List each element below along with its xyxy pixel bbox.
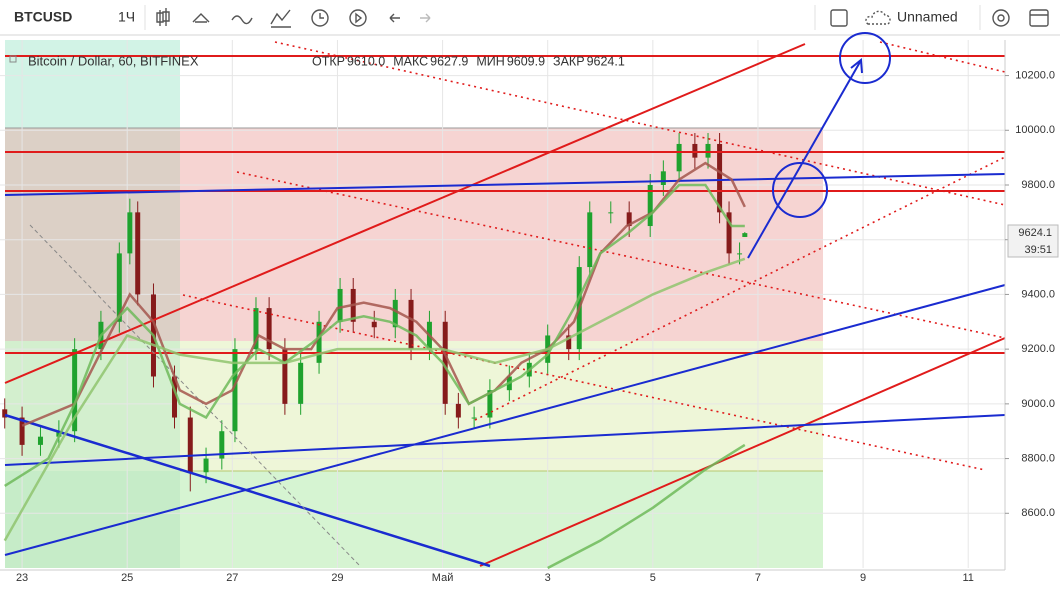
countdown: 39:51 xyxy=(1024,244,1052,256)
candle-body xyxy=(455,403,461,418)
candle-body xyxy=(187,417,193,473)
candle-body xyxy=(726,212,732,254)
candle-body xyxy=(2,409,8,418)
candle-body xyxy=(232,349,238,432)
zones xyxy=(5,40,823,568)
candle-body xyxy=(203,458,209,473)
candle-body xyxy=(172,376,178,418)
x-tick-label: 25 xyxy=(121,572,133,584)
y-tick-label: 10200.0 xyxy=(1015,69,1055,81)
y-tick-label: 9800.0 xyxy=(1021,179,1055,191)
x-tick-label: 27 xyxy=(226,572,238,584)
candle-body xyxy=(487,390,493,418)
candle-body xyxy=(392,299,398,328)
candle-body xyxy=(135,212,141,295)
ohlc-label: МИН xyxy=(476,54,504,68)
candle-body xyxy=(316,321,322,363)
legend-icon xyxy=(9,55,17,63)
candle-body xyxy=(647,184,653,227)
ohlc-label: ОТКР xyxy=(312,54,345,68)
candle-body xyxy=(116,253,122,322)
candle-body xyxy=(337,288,343,322)
ohlc-value: 9624.1 xyxy=(587,54,625,68)
y-tick-label: 10000.0 xyxy=(1015,124,1055,136)
candle-body xyxy=(19,417,25,445)
candle-body xyxy=(737,253,743,255)
moving-averages xyxy=(3,161,746,570)
price-tag-box xyxy=(1007,224,1059,258)
candle-body xyxy=(608,212,614,214)
x-tick-label: 9 xyxy=(860,572,866,584)
x-tick-label: 3 xyxy=(545,572,551,584)
moving-average xyxy=(547,443,746,570)
zone xyxy=(180,471,823,568)
drawings xyxy=(4,32,1006,568)
candle-body xyxy=(742,233,748,237)
zone xyxy=(5,128,180,341)
interval[interactable]: 1Ч xyxy=(118,9,135,25)
candle-body xyxy=(37,436,43,445)
moving-average xyxy=(3,257,746,542)
zone xyxy=(5,471,180,568)
y-tick-label: 9200.0 xyxy=(1021,343,1055,355)
candle-body xyxy=(371,321,377,328)
zone xyxy=(180,128,823,341)
toolbar: BTCUSD 1Ч Unnamed xyxy=(0,0,1060,36)
candle-body xyxy=(660,171,666,185)
candle-body xyxy=(253,308,259,350)
tool-icons[interactable] xyxy=(156,8,1049,28)
moving-average xyxy=(4,183,745,487)
ohlc-label: ЗАКР xyxy=(553,54,585,68)
x-tick-label: 23 xyxy=(16,572,28,584)
candle-body xyxy=(298,362,304,404)
candle-body xyxy=(72,349,78,432)
price-tag: 9624.1 39:51 xyxy=(1007,224,1059,258)
candle-body xyxy=(282,349,288,404)
x-tick-label: 5 xyxy=(650,572,656,584)
ohlc-value: 9610.0 xyxy=(347,54,385,68)
ohlc-value: 9627.9 xyxy=(430,54,468,68)
candle-body xyxy=(626,212,632,227)
y-tick-label: 8800.0 xyxy=(1021,452,1055,464)
x-tick-label: 7 xyxy=(755,572,761,584)
price-axis-bg xyxy=(1005,40,1060,586)
candle-body xyxy=(127,212,133,254)
last-price: 9624.1 xyxy=(1018,227,1052,239)
candle-body xyxy=(717,143,723,213)
y-tick-label: 8600.0 xyxy=(1021,507,1055,519)
candle-body xyxy=(587,212,593,268)
y-tick-label: 9000.0 xyxy=(1021,398,1055,410)
candle-body xyxy=(676,143,682,172)
candle-body xyxy=(566,335,572,350)
candle-body xyxy=(408,299,414,350)
candle-body xyxy=(442,321,448,404)
moving-average xyxy=(21,161,746,427)
time-axis-bg xyxy=(0,570,1060,586)
chart-title: Bitcoin / Dollar, 60, BITFINEX xyxy=(28,53,199,68)
zone xyxy=(5,341,180,471)
candle-body xyxy=(705,143,711,158)
ohlc-label: МАКС xyxy=(393,54,428,68)
candle-body xyxy=(219,431,225,459)
toolbar-bg xyxy=(0,0,1060,35)
ohlc-value: 9609.9 xyxy=(507,54,545,68)
layout-name[interactable]: Unnamed xyxy=(897,9,958,25)
candle-body xyxy=(692,143,698,158)
x-tick-label: Май xyxy=(432,572,454,584)
x-tick-label: 11 xyxy=(962,572,973,584)
candle-body xyxy=(266,308,272,350)
candle-body xyxy=(471,417,477,419)
x-tick-label: 29 xyxy=(331,572,343,584)
symbol[interactable]: BTCUSD xyxy=(14,9,72,25)
legend: Bitcoin / Dollar, 60, BITFINEX xyxy=(9,53,199,68)
ohlc: ОТКР 9610.0 МАКС 9627.9 МИН 9609.9 ЗАКР 9624.1 xyxy=(312,54,625,68)
y-tick-label: 9400.0 xyxy=(1021,288,1055,300)
